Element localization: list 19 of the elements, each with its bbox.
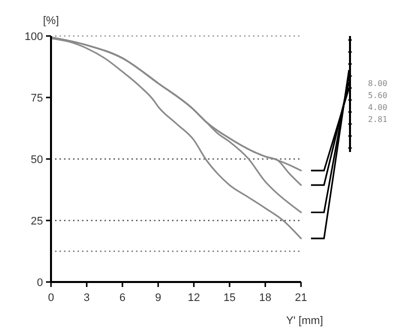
y-tick-label: 0 [36, 277, 43, 289]
y-tick-label: 25 [30, 216, 43, 228]
y-tick-label: 50 [30, 154, 43, 166]
x-tick-label: 6 [119, 292, 126, 304]
x-tick-label: 21 [294, 292, 308, 304]
x-tick-label: 0 [48, 292, 54, 304]
x-tick-label: 9 [155, 292, 162, 304]
x-tick-label: 18 [259, 292, 272, 304]
y-tick-label: 100 [24, 31, 43, 43]
text: 5.60 [368, 91, 388, 100]
text: 4.00 [368, 103, 388, 112]
text: 2.81 [368, 115, 388, 124]
y-tick-label: 75 [30, 92, 43, 104]
x-axis-title: Y' [mm] [286, 315, 323, 327]
y-axis-title: [%] [43, 15, 59, 27]
x-tick-label: 15 [223, 292, 236, 304]
text: 8.00 [368, 79, 388, 88]
x-tick-label: 3 [84, 292, 90, 304]
x-tick-label: 12 [188, 292, 200, 304]
